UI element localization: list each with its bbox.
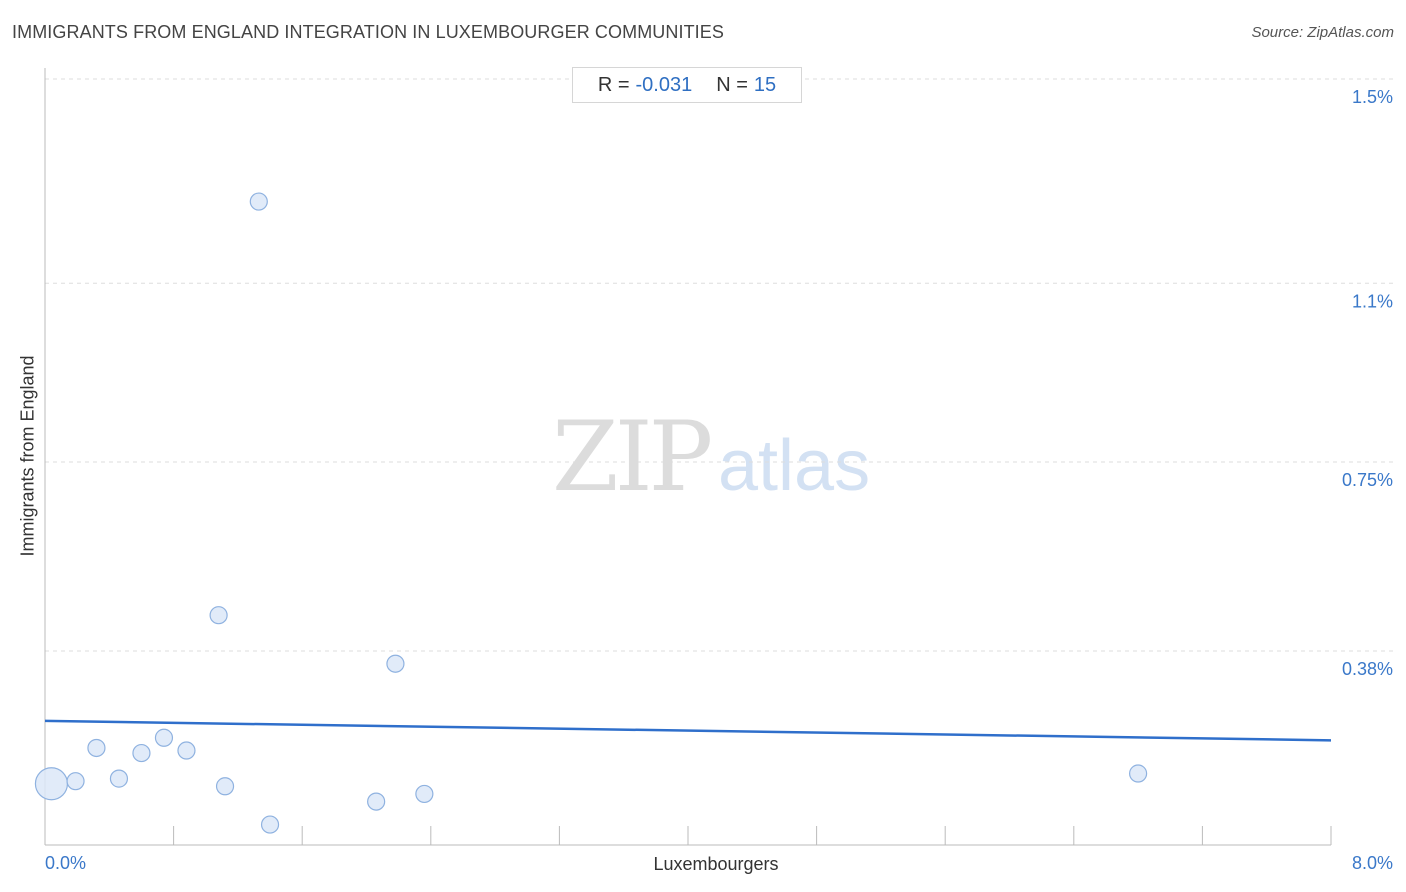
watermark: ZIP atlas [552, 401, 870, 513]
data-point-3 [109, 769, 129, 788]
axes [44, 68, 1332, 846]
data-point-1 [66, 772, 85, 791]
x-tick-label-0: 0.0% [45, 853, 86, 873]
y-tick-label-0: 1.5% [1352, 87, 1393, 107]
data-point-12 [386, 654, 405, 673]
n-value: 15 [753, 73, 777, 96]
chart-title: IMMIGRANTS FROM ENGLAND INTEGRATION IN L… [12, 22, 724, 42]
data-point-2 [87, 738, 106, 758]
y-tick-label-1: 1.1% [1352, 291, 1393, 311]
x-tick-labels: 0.0% 8.0% [45, 853, 1393, 873]
y-tick-label-2: 0.75% [1342, 470, 1393, 490]
data-point-9 [249, 192, 268, 211]
data-point-14 [1128, 764, 1148, 783]
x-axis-label: Luxembourgers [653, 854, 779, 874]
data-point-13 [415, 784, 434, 804]
data-point-11 [367, 792, 386, 811]
data-point-7 [209, 606, 228, 625]
n-label: N = [716, 73, 748, 96]
data-points [34, 192, 1148, 834]
data-point-8 [215, 777, 235, 796]
data-point-6 [177, 741, 196, 760]
trend-line-group [44, 719, 1332, 742]
r-label: R = [597, 73, 630, 96]
y-tick-label-3: 0.38% [1342, 659, 1393, 679]
y-axis-label: Immigrants from England [17, 355, 38, 557]
trend-line [44, 719, 1332, 742]
x-tick-label-1: 8.0% [1352, 853, 1393, 873]
data-point-4 [132, 743, 151, 763]
grid-lines [45, 78, 1395, 652]
source-credit: Source: ZipAtlas.com [1251, 24, 1394, 41]
data-point-10 [260, 815, 280, 834]
watermark-zip: ZIP [552, 401, 711, 513]
y-tick-labels: 1.5% 1.1% 0.75% 0.38% [1342, 87, 1393, 679]
r-value: -0.031 [635, 73, 693, 96]
data-point-5 [154, 728, 174, 747]
data-point-0 [34, 767, 69, 801]
correlation-stats-box: R = -0.031 N = 15 [572, 67, 802, 103]
watermark-atlas: atlas [718, 426, 870, 506]
